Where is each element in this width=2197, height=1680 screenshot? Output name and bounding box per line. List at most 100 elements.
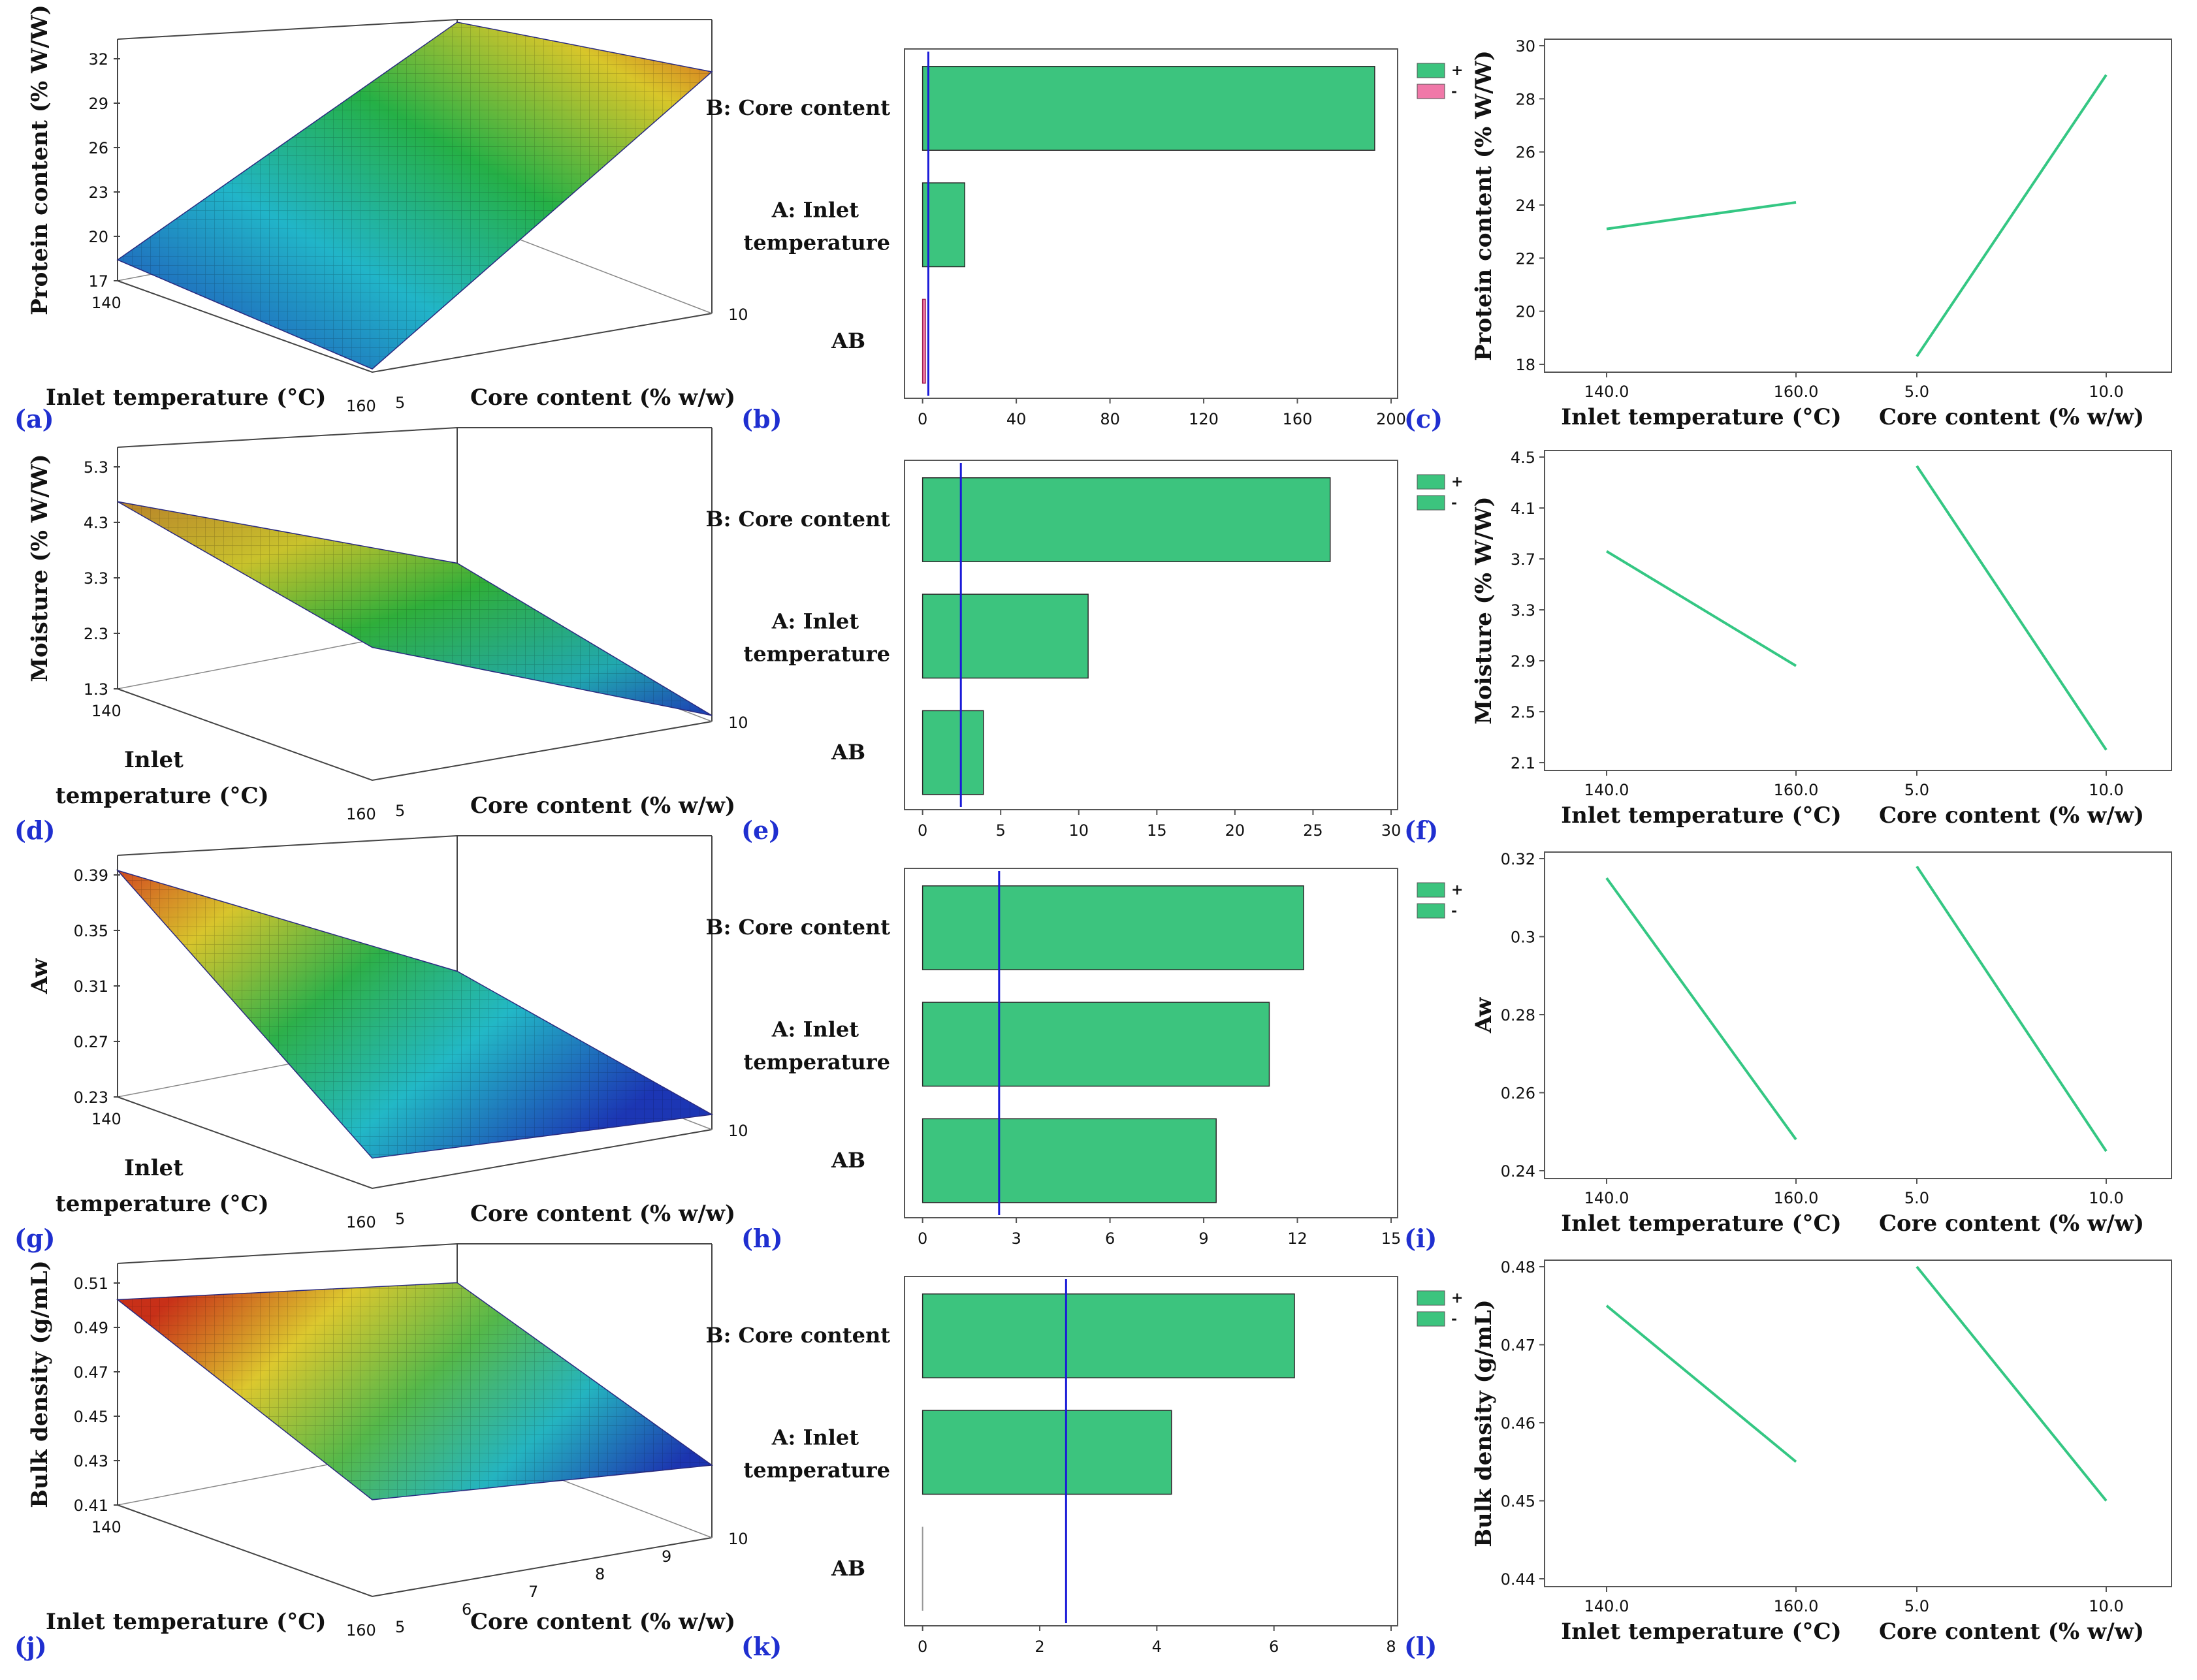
x-tick-label: 160	[1283, 410, 1313, 428]
x-tick-label: 30	[1381, 821, 1402, 840]
y-axis-title: Moisture (% W/W)	[1471, 496, 1497, 724]
x-tick-label: 160.0	[1774, 781, 1819, 799]
y-tick-label: 2.9	[1511, 652, 1535, 671]
core-axis-title: Core content (% w/w)	[1879, 404, 2144, 430]
x-tick-label: 10.0	[2089, 383, 2123, 401]
category-label-ab: AB	[831, 328, 865, 353]
surface-plot-a: 17 20 23 26 29 32 Protein content (% W/W) 140 16…	[27, 5, 748, 415]
z-axis-title: Moisture (% W/W)	[27, 454, 53, 682]
floor-front-edges	[117, 688, 713, 782]
surface-mesh	[118, 870, 712, 1158]
legend-swatch-plus	[1417, 474, 1445, 490]
y-tick-label: 18	[1515, 356, 1535, 374]
core-tick-label: 10	[728, 714, 748, 732]
y-axis-title: Bulk density (g/mL)	[1471, 1299, 1497, 1547]
pareto-chart-b: B: Core content A: Inlet temperature AB 0 40 8…	[706, 48, 1463, 428]
back-wall-top	[117, 19, 712, 40]
x-tick-label: 80	[1100, 410, 1120, 428]
x-tick-label: 5.0	[1904, 781, 1929, 799]
category-label-a-line1: A: Inlet	[771, 198, 859, 223]
x-tick-label: 10	[1068, 821, 1089, 840]
main-effects-f: 2.1 2.5 2.9 3.3 3.7 4.1 4.5 Moisture (% W/W) 140…	[1471, 449, 2172, 829]
surface-plot-d: 1.3 2.3 3.3 4.3 5.3 Moisture (% W/W) 140 160 5 10…	[27, 427, 748, 823]
inlet-tick-label: 140	[91, 1518, 121, 1536]
pareto-bar	[922, 1293, 1295, 1378]
y-tick-label: 2.5	[1511, 703, 1535, 721]
effect-line	[1605, 877, 1797, 1141]
category-label-a-line2: temperature	[743, 1458, 890, 1483]
z-tick-label: 0.23	[74, 1088, 108, 1107]
core-axis-title: Core content (% w/w)	[470, 1609, 735, 1635]
plot-frame	[1544, 450, 2172, 771]
category-label-ab: AB	[831, 1148, 865, 1173]
core-tick-label: 5	[395, 802, 405, 820]
core-tick-label: 6	[462, 1600, 472, 1619]
panel-letter: (c)	[1404, 404, 1443, 434]
x-tick-label: 9	[1198, 1229, 1208, 1248]
legend-label-plus: +	[1451, 473, 1463, 490]
plot-frame	[1544, 851, 2172, 1179]
y-tick-label: 2.1	[1511, 754, 1535, 772]
inlet-axis-title: Inlet temperature (°C)	[1561, 404, 1841, 430]
category-label-a-line1: A: Inlet	[771, 1017, 859, 1042]
y-tick-label: 30	[1515, 37, 1535, 55]
effect-line	[1605, 550, 1797, 667]
z-tick-label: 3.3	[84, 569, 108, 588]
x-tick-label: 12	[1287, 1229, 1307, 1248]
x-tick-label: 140.0	[1584, 1597, 1629, 1615]
x-tick-label: 140.0	[1584, 781, 1629, 799]
y-tick-label: 20	[1515, 303, 1535, 321]
x-tick-label: 160.0	[1774, 1189, 1819, 1207]
z-tick-label: 29	[88, 95, 108, 113]
z-tick-label: 5.3	[84, 458, 108, 477]
panel-letter: (b)	[741, 404, 782, 434]
y-tick-label: 0.48	[1501, 1258, 1535, 1276]
x-tick-label: 120	[1189, 410, 1219, 428]
category-label-ab: AB	[831, 740, 865, 765]
core-tick-label: 10	[728, 306, 748, 324]
pareto-chart-e: B: Core content A: Inlet temperature AB 0 5 10…	[706, 460, 1463, 840]
inlet-axis-title-line2: temperature (°C)	[56, 783, 269, 809]
core-tick-label: 5	[395, 394, 405, 412]
legend: +-	[1417, 62, 1463, 100]
legend-label-plus: +	[1451, 1290, 1463, 1307]
z-tick-label: 0.43	[74, 1452, 108, 1470]
inlet-tick-label: 160	[346, 397, 376, 415]
panel-letter: (a)	[14, 404, 54, 434]
y-tick-label: 22	[1515, 249, 1535, 268]
legend-swatch-plus	[1417, 63, 1445, 78]
category-label-ab: AB	[831, 1556, 865, 1581]
floor-front-edges	[117, 280, 713, 373]
y-tick-label: 0.3	[1511, 928, 1535, 947]
plot-frame	[1544, 1260, 2172, 1587]
legend-swatch-minus	[1417, 1311, 1445, 1327]
effect-line	[1916, 465, 2108, 751]
main-effects-l: 0.44 0.45 0.46 0.47 0.48 Bulk density (g/mL) 1…	[1471, 1258, 2172, 1645]
z-tick-label: 0.47	[74, 1363, 108, 1382]
surface-mesh	[118, 22, 712, 370]
x-tick-label: 15	[1147, 821, 1167, 840]
z-tick-label: 17	[88, 272, 108, 291]
legend-swatch-minus	[1417, 84, 1445, 99]
y-tick-label: 0.46	[1501, 1414, 1535, 1433]
x-tick-label: 6	[1269, 1638, 1279, 1656]
category-label-a-line2: temperature	[743, 230, 890, 255]
legend: +-	[1417, 1290, 1463, 1327]
effect-line	[1916, 865, 2108, 1152]
main-effects-i: 0.24 0.26 0.28 0.3 0.32 Aw 140.0 160.0 5.0 10.0 In…	[1471, 850, 2172, 1237]
legend: +-	[1417, 881, 1463, 919]
legend-swatch-minus	[1417, 495, 1445, 511]
pareto-bar	[922, 298, 926, 384]
legend-label-plus: +	[1451, 881, 1463, 898]
back-wall-top	[117, 1243, 712, 1264]
x-tick-label: 160.0	[1774, 383, 1819, 401]
pareto-bar	[922, 1002, 1270, 1087]
z-tick-label: 0.51	[74, 1275, 108, 1293]
category-label-b: B: Core content	[706, 915, 891, 940]
y-tick-label: 0.26	[1501, 1085, 1535, 1103]
core-tick-label: 10	[728, 1530, 748, 1548]
pareto-bar	[922, 477, 1331, 562]
floor-front-edges	[117, 1504, 713, 1598]
inlet-axis-title-line2: temperature (°C)	[56, 1191, 269, 1217]
